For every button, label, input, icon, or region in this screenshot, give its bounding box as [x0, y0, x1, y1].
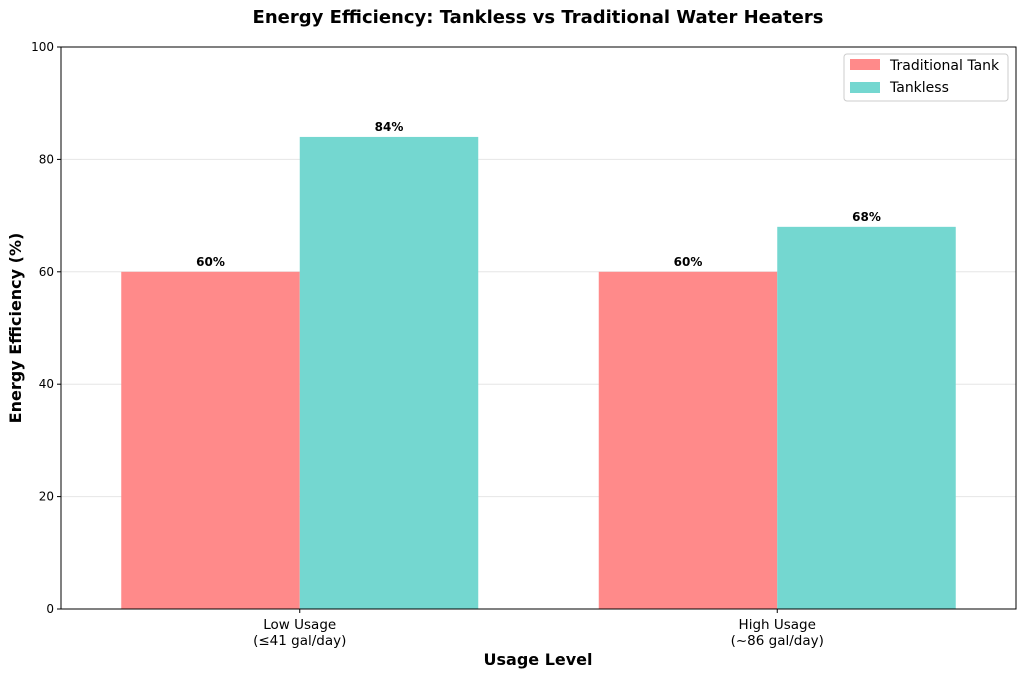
- x-axis-label: Usage Level: [484, 650, 593, 669]
- data-label-tankless-2: 68%: [852, 210, 881, 224]
- y-tick-label-40: 40: [39, 377, 54, 391]
- data-labels: 60% 84% 60% 68%: [196, 120, 881, 269]
- y-tick-label-60: 60: [39, 265, 54, 279]
- y-axis-label: Energy Efficiency (%): [6, 233, 25, 424]
- legend-frame: [843, 53, 1009, 102]
- bars: [121, 136, 956, 610]
- data-label-traditional-tank-1: 60%: [196, 255, 225, 269]
- bar-traditional-tank-1: [121, 271, 300, 609]
- bar-tankless-2: [777, 226, 956, 609]
- y-tick-label-80: 80: [39, 152, 54, 166]
- legend-label-traditional-tank: Traditional Tank: [889, 58, 1000, 74]
- legend-label-tankless: Tankless: [889, 80, 949, 96]
- legend: Traditional Tank Tankless: [843, 53, 1009, 102]
- y-tick-label-100: 100: [31, 40, 54, 54]
- plot-frame: [60, 46, 1017, 610]
- legend-swatch-traditional-tank: [850, 59, 880, 70]
- chart-title: Energy Efficiency: Tankless vs Tradition…: [253, 7, 824, 28]
- data-label-tankless-1: 84%: [375, 120, 404, 134]
- bar-tankless-1: [299, 136, 479, 610]
- axis-ticks: 0 20 40 60 80 100 Low Usage(≤41 gal/day) High U…: [31, 40, 824, 649]
- legend-swatch-tankless: [850, 82, 880, 93]
- x-tick-label-1-line1: Low Usage: [263, 617, 336, 633]
- y-tick-label-20: 20: [39, 490, 54, 504]
- data-label-traditional-tank-2: 60%: [674, 255, 703, 269]
- bar-traditional-tank-2: [598, 271, 778, 609]
- x-tick-label-1-line2: (≤41 gal/day): [253, 633, 346, 649]
- y-tick-label-0: 0: [46, 602, 54, 616]
- x-tick-label-2-line2: (~86 gal/day): [731, 633, 824, 649]
- x-tick-label-2-line1: High Usage: [739, 617, 816, 633]
